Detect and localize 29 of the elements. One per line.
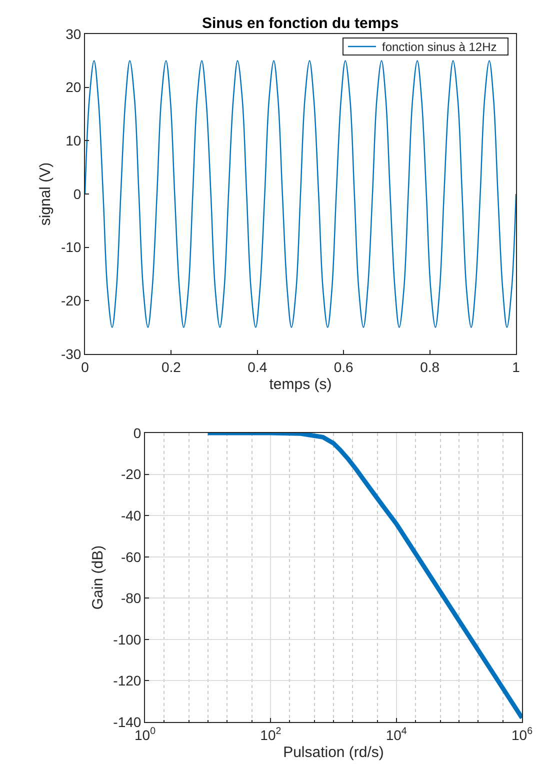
- y-tick-label: -10: [60, 239, 82, 256]
- y-tick-label: 0: [133, 424, 142, 441]
- legend-label: fonction sinus à 12Hz: [382, 40, 497, 54]
- y-tick-label: -80: [120, 590, 142, 606]
- y-tick-label: -40: [120, 507, 142, 524]
- y-tick-label: 30: [66, 26, 82, 42]
- chart-title: Sinus en fonction du temps: [202, 15, 399, 32]
- y-axis-title: signal (V): [37, 162, 54, 226]
- y-axis-title: Gain (dB): [89, 545, 106, 610]
- x-tick-label: 1: [512, 358, 520, 375]
- y-tick-label: 0: [73, 186, 82, 202]
- y-tick-label: -30: [60, 346, 82, 362]
- y-tick-label: -20: [120, 466, 142, 482]
- line-series: [85, 60, 516, 328]
- x-tick-label: 0.4: [248, 358, 268, 375]
- y-tick-label: -60: [120, 548, 142, 565]
- y-tick-label: -100: [113, 631, 142, 648]
- x-tick-label: 10$^{2}$: [260, 726, 282, 743]
- x-axis-title: temps (s): [269, 376, 332, 393]
- y-tick-label: 20: [66, 79, 82, 96]
- x-tick-label: 0.6: [334, 358, 354, 375]
- x-tick-label: 0.8: [420, 358, 440, 375]
- x-tick-label: 0.2: [161, 358, 182, 375]
- y-tick-label: -120: [113, 672, 142, 689]
- x-axis-title: Pulsation (rd/s): [283, 744, 384, 761]
- x-tick-label: 10$^{6}$: [511, 726, 534, 743]
- x-tick-label: 10$^{4}$: [386, 726, 408, 743]
- y-tick-label: 10: [66, 132, 82, 149]
- y-tick-label: -20: [60, 292, 82, 309]
